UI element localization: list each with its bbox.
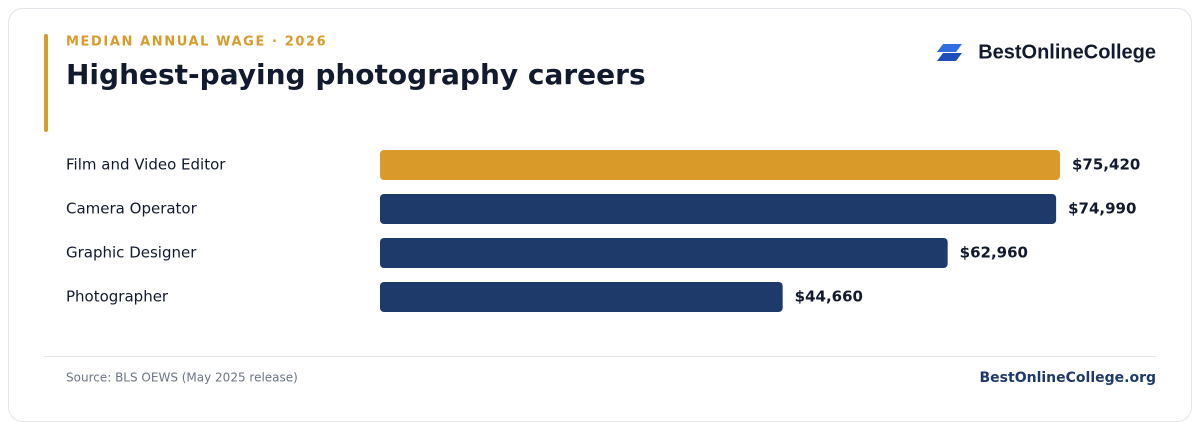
category-label: Graphic Designer (66, 244, 197, 262)
value-label: $75,420 (1072, 156, 1140, 174)
brand-name: BestOnlineCollege (978, 41, 1156, 63)
value-label: $62,960 (960, 244, 1028, 262)
footer-link[interactable]: BestOnlineCollege.org (980, 370, 1156, 386)
accent-bar (44, 34, 48, 132)
brand-logo: BestOnlineCollege (937, 41, 1156, 63)
category-label: Photographer (66, 288, 169, 306)
bar (380, 150, 1060, 180)
logo-icon (937, 44, 962, 52)
bar (380, 194, 1057, 224)
bar (380, 282, 783, 312)
value-label: $44,660 (795, 288, 863, 306)
kicker: MEDIAN ANNUAL WAGE · 2026 (66, 35, 327, 50)
category-label: Film and Video Editor (66, 156, 226, 174)
logo-icon (937, 53, 962, 61)
plot: Film and Video Editor $75,420 Camera Opera… (66, 150, 1140, 312)
source-note: Source: BLS OEWS (May 2025 release) (66, 371, 298, 385)
value-label: $74,990 (1068, 200, 1136, 218)
chart-title: Highest-paying photography careers (66, 58, 646, 91)
category-label: Camera Operator (66, 200, 198, 218)
bar (380, 238, 948, 268)
